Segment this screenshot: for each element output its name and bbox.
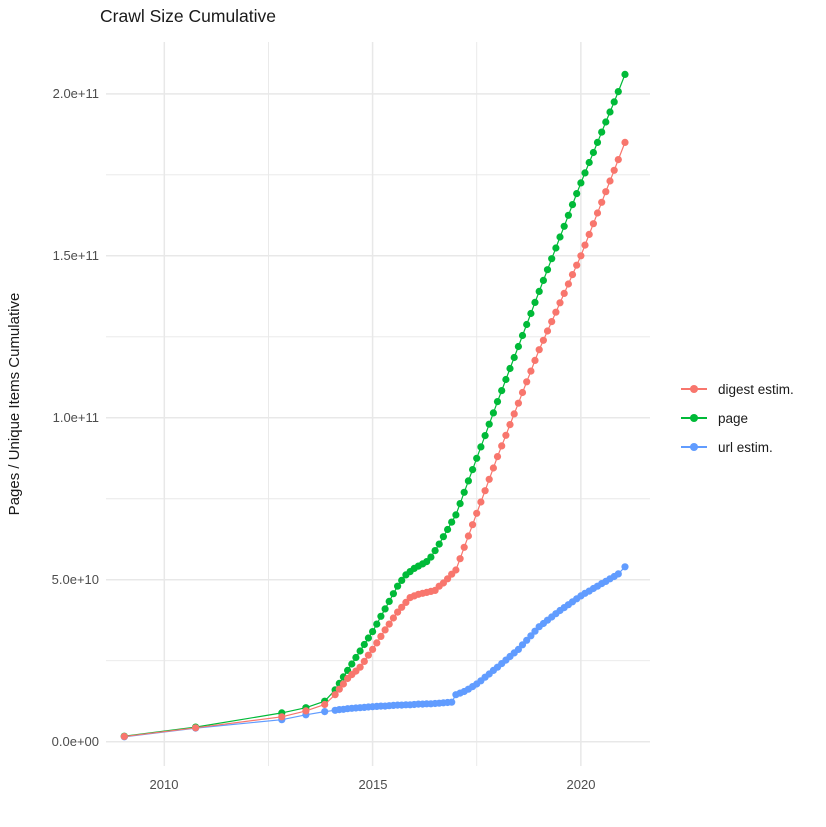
series-page	[120, 70, 629, 740]
x-axis-tick-labels: 2010 2015 2020	[150, 777, 596, 792]
legend-label: url estim.	[718, 439, 773, 455]
x-tick-label: 2020	[567, 777, 596, 792]
y-tick-label: 5.0e+10	[52, 572, 99, 587]
y-tick-label: 1.0e+11	[53, 410, 99, 425]
legend-key-glyph	[681, 410, 707, 426]
gridlines	[106, 42, 650, 766]
y-tick-label: 1.5e+11	[53, 248, 99, 263]
x-tick-label: 2015	[359, 777, 388, 792]
legend-label: digest estim.	[718, 381, 794, 397]
legend-key-glyph	[681, 439, 707, 455]
chart-title: Crawl Size Cumulative	[100, 6, 277, 26]
legend-item-url-estim: url estim.	[681, 437, 794, 457]
legend-item-page: page	[681, 408, 794, 428]
series-digest-estim	[120, 138, 629, 741]
y-axis-tick-labels: 0.0e+00 5.0e+10 1.0e+11 1.5e+11 2.0e+11	[52, 86, 99, 749]
series-url-estim	[120, 563, 629, 741]
x-tick-label: 2010	[150, 777, 179, 792]
y-tick-label: 2.0e+11	[53, 86, 99, 101]
data-series	[120, 70, 629, 741]
y-tick-label: 0.0e+00	[52, 734, 99, 749]
legend: digest estim. page url estim.	[681, 379, 794, 466]
legend-label: page	[718, 410, 749, 426]
legend-key-glyph	[681, 381, 707, 397]
legend-item-digest-estim: digest estim.	[681, 379, 794, 399]
